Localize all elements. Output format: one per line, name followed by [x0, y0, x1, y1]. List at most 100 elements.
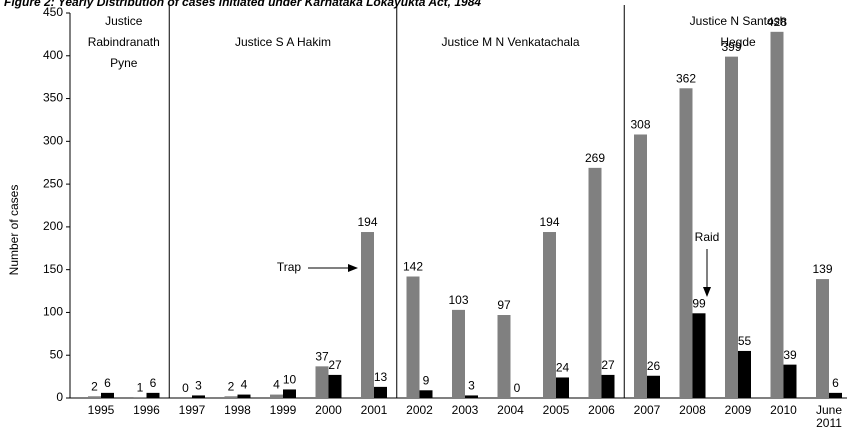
period-label: Pyne	[110, 56, 138, 70]
data-label: 0	[182, 381, 189, 395]
data-label: 4	[241, 378, 248, 392]
bar	[361, 232, 374, 398]
x-tick-label: 2008	[679, 403, 706, 417]
bar	[452, 309, 465, 398]
data-label: 428	[767, 15, 787, 29]
data-label: 139	[812, 262, 832, 276]
y-tick-label: 100	[43, 305, 63, 319]
bar	[374, 386, 387, 398]
x-tick-label: 2000	[315, 403, 342, 417]
data-label: 24	[556, 361, 570, 375]
bar	[725, 56, 738, 399]
annotation: Raid	[695, 230, 720, 244]
bar	[770, 31, 784, 398]
y-tick-label: 350	[43, 91, 63, 105]
y-tick-label: 200	[43, 219, 63, 233]
data-label: 2	[91, 379, 98, 393]
y-tick-label: 0	[56, 390, 63, 404]
x-tick-label: 2010	[770, 403, 797, 417]
bar	[588, 167, 602, 398]
data-label: 6	[150, 376, 157, 390]
data-label: 39	[783, 348, 797, 362]
bar	[601, 374, 615, 398]
y-tick-label: 450	[43, 5, 63, 19]
data-label: 6	[832, 376, 839, 390]
x-tick-label: 2006	[588, 403, 615, 417]
x-tick-label: 2003	[452, 403, 479, 417]
period-label: Justice S A Hakim	[235, 35, 331, 49]
data-label: 97	[497, 298, 511, 312]
bar	[101, 392, 114, 398]
bar	[829, 392, 842, 398]
bar	[146, 392, 160, 398]
bar	[647, 375, 660, 398]
period-label: Justice	[105, 14, 143, 28]
bar	[419, 390, 433, 398]
data-label: 6	[104, 376, 111, 390]
y-tick-label: 300	[43, 134, 63, 148]
y-tick-label: 250	[43, 176, 63, 190]
data-label: 37	[315, 350, 329, 364]
bar	[543, 232, 556, 398]
bar	[283, 389, 296, 398]
data-label: 4	[273, 378, 280, 392]
x-tick-label: 1999	[270, 403, 297, 417]
bar	[497, 315, 511, 398]
bar	[237, 394, 251, 398]
data-label: 362	[676, 71, 696, 85]
x-tick-label: 2001	[361, 403, 388, 417]
annotation: Trap	[277, 260, 302, 274]
bar	[816, 279, 829, 398]
x-tick-label: 1995	[88, 403, 115, 417]
data-label: 3	[195, 379, 202, 393]
period-label: Justice N Santosh	[690, 14, 787, 28]
y-axis-label: Number of cases	[7, 185, 21, 276]
period-label: Rabindranath	[88, 35, 160, 49]
bar	[783, 364, 797, 398]
bar	[88, 396, 101, 398]
x-tick-label: June 2011	[816, 403, 842, 430]
data-label: 194	[357, 215, 377, 229]
data-label: 194	[539, 215, 559, 229]
data-label: 13	[374, 370, 388, 384]
bar	[133, 397, 147, 398]
bar	[192, 395, 205, 398]
period-label: Justice M N Venkatachala	[441, 35, 579, 49]
data-label: 2	[228, 379, 235, 393]
y-tick-label: 50	[50, 347, 64, 361]
data-label: 26	[647, 359, 661, 373]
x-tick-label: 1996	[133, 403, 160, 417]
bar	[328, 374, 342, 398]
x-tick-label: 2009	[725, 403, 752, 417]
data-label: 27	[601, 358, 615, 372]
bar	[270, 394, 283, 398]
y-tick-label: 400	[43, 48, 63, 62]
bar	[692, 313, 706, 398]
x-tick-label: 2007	[634, 403, 661, 417]
data-label: 142	[403, 260, 423, 274]
x-tick-label: 2004	[497, 403, 524, 417]
data-label: 399	[721, 40, 741, 54]
data-label: 0	[514, 381, 521, 395]
data-label: 9	[423, 373, 430, 387]
bar	[315, 366, 329, 398]
data-label: 55	[738, 334, 752, 348]
data-label: 10	[283, 373, 297, 387]
data-label: 27	[328, 358, 342, 372]
data-label: 308	[630, 118, 650, 132]
data-label: 269	[585, 151, 605, 165]
period-label: Hegde	[720, 35, 756, 49]
x-tick-label: 2005	[543, 403, 570, 417]
chart-title: Figure 2: Yearly Distribution of cases i…	[4, 0, 481, 9]
data-label: 99	[692, 296, 706, 310]
data-label: 1	[137, 380, 144, 394]
data-label: 103	[448, 293, 468, 307]
x-tick-label: 1997	[179, 403, 206, 417]
y-tick-label: 150	[43, 262, 63, 276]
bar	[406, 276, 420, 398]
x-tick-label: 1998	[224, 403, 251, 417]
bar	[679, 88, 693, 399]
bar	[465, 395, 478, 398]
bar	[634, 134, 647, 398]
